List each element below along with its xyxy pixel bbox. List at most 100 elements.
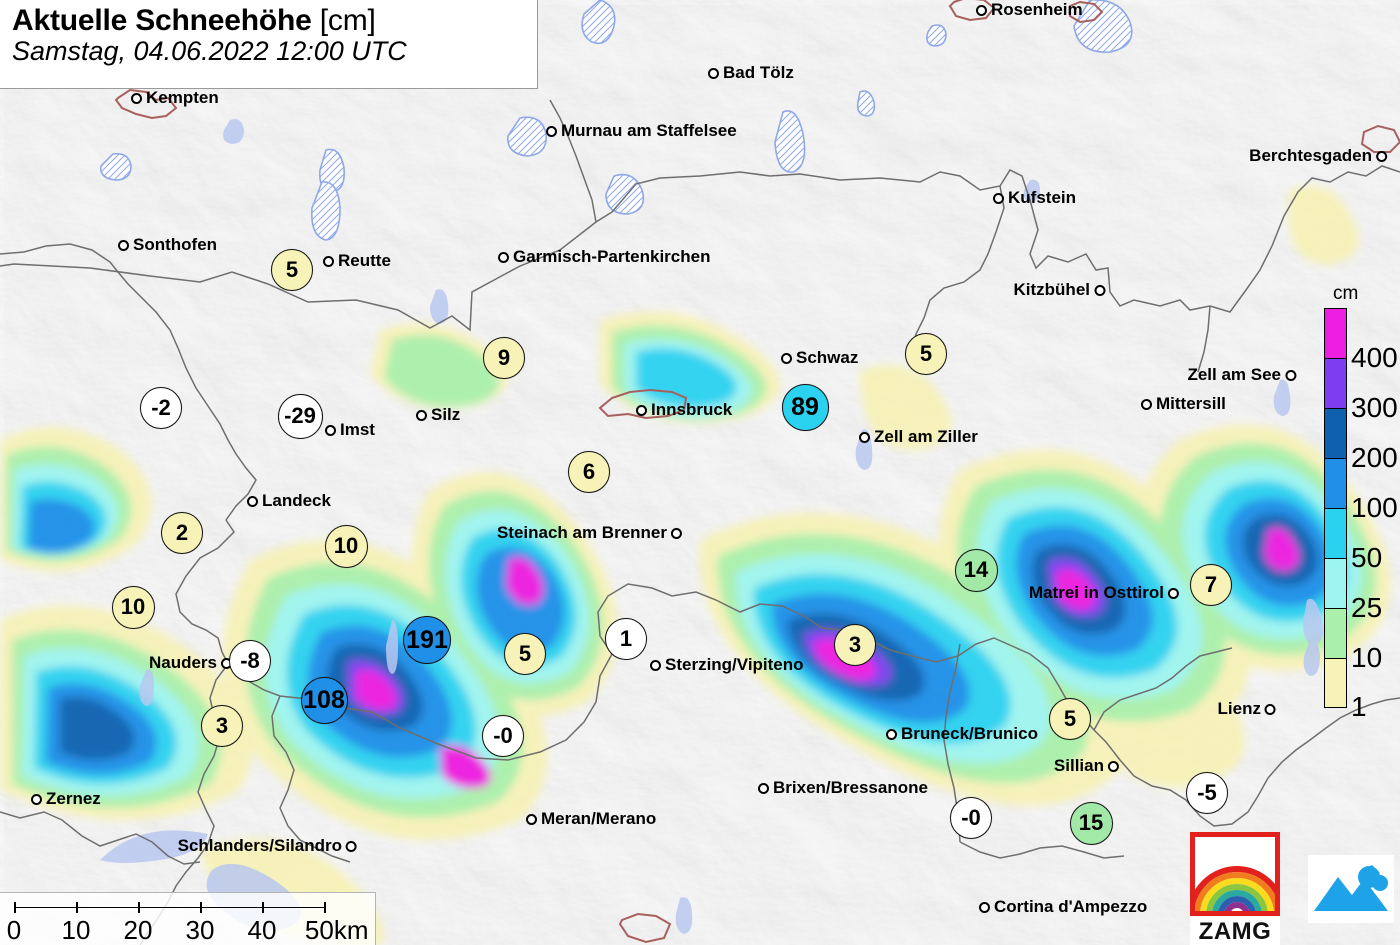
station-marker[interactable]: -29 (277, 393, 323, 439)
station-marker[interactable]: 5 (271, 249, 313, 291)
city-dot-icon (781, 352, 792, 364)
city-marker: Schwaz (781, 348, 858, 368)
city-label: Landeck (262, 491, 331, 510)
city-dot-icon (976, 4, 987, 16)
city-marker: Kitzbühel (1013, 280, 1105, 300)
station-marker[interactable]: -5 (1186, 772, 1228, 814)
station-marker[interactable]: 14 (954, 548, 998, 592)
station-marker[interactable]: 10 (324, 524, 368, 568)
city-dot-icon (118, 239, 129, 251)
city-dot-icon (31, 793, 42, 805)
city-label: Kempten (146, 88, 219, 107)
city-label: Zernez (46, 789, 101, 808)
city-label: Murnau am Staffelsee (561, 121, 737, 140)
city-label: Silz (431, 405, 461, 424)
city-label: Cortina d'Ampezzo (994, 897, 1148, 916)
city-dot-icon (1141, 398, 1152, 410)
city-label: Kitzbühel (1013, 280, 1091, 299)
title-unit: [cm] (319, 4, 376, 37)
city-label: Nauders (148, 653, 217, 672)
scale-bar: 0 10 20 30 40 50km (0, 892, 376, 945)
city-dot-icon (886, 728, 897, 740)
station-marker[interactable]: 2 (161, 512, 203, 554)
station-marker[interactable]: 1 (605, 618, 647, 660)
station-marker[interactable]: -8 (229, 640, 271, 682)
city-marker: Imst (325, 420, 375, 440)
station-marker[interactable]: 15 (1069, 801, 1113, 845)
city-dot-icon (708, 67, 719, 79)
city-marker: Reutte (323, 251, 391, 271)
city-marker: Rosenheim (976, 0, 1083, 20)
city-dot-icon (498, 251, 509, 263)
station-marker[interactable]: 191 (403, 616, 451, 664)
mountain-cloud-icon (1314, 865, 1388, 911)
city-label: Reutte (338, 251, 391, 270)
city-dot-icon (671, 527, 682, 539)
legend-label-100: 100 (1351, 492, 1398, 523)
station-marker[interactable]: 3 (201, 705, 243, 747)
city-dot-icon (636, 404, 647, 416)
city-label: Rosenheim (991, 0, 1083, 19)
city-label: Berchtesgaden (1249, 146, 1372, 165)
city-marker: Bruneck/Brunico (886, 724, 1038, 744)
legend-swatch-1: 1 (1324, 658, 1367, 721)
station-marker[interactable]: -2 (140, 387, 182, 429)
city-dot-icon (247, 495, 258, 507)
station-marker[interactable]: 5 (504, 633, 546, 675)
legend: cm 400 300 200 100 50 25 10 1 (1324, 283, 1398, 721)
city-label: Schwaz (796, 348, 859, 367)
city-marker: Garmisch-Partenkirchen (498, 247, 710, 267)
legend-label-400: 400 (1351, 342, 1398, 373)
station-marker[interactable]: 5 (905, 333, 947, 375)
city-label: Zell am See (1187, 365, 1281, 384)
scale-tick-10 (76, 902, 78, 913)
city-dot-icon (650, 659, 661, 671)
city-dot-icon (1108, 760, 1119, 772)
zamg-logo-frame (1190, 832, 1280, 916)
map-title-box: Aktuelle Schneehöhe [cm] Samstag, 04.06.… (0, 0, 538, 89)
city-label: Lienz (1217, 699, 1261, 718)
city-marker: Zell am Ziller (859, 427, 978, 447)
city-marker: Kempten (131, 88, 219, 108)
station-marker[interactable]: 6 (568, 451, 610, 493)
city-dot-icon (1376, 150, 1387, 162)
scale-number-50: 50km (304, 915, 369, 945)
legend-swatch-25: 25 (1324, 558, 1382, 622)
station-marker[interactable]: 7 (1190, 564, 1232, 606)
city-label: Sterzing/Vipiteno (665, 655, 804, 674)
city-label: Meran/Merano (541, 809, 657, 828)
legend-label-10: 10 (1351, 642, 1383, 673)
city-marker: Murnau am Staffelsee (546, 121, 737, 141)
city-marker: Sonthofen (118, 235, 217, 255)
city-dot-icon (993, 192, 1004, 204)
scale-number-0: 0 (6, 915, 22, 945)
scale-number-10: 10 (61, 915, 91, 945)
station-marker[interactable]: 108 (300, 676, 348, 724)
legend-colour-bar: 400 300 200 100 50 25 10 1 (1324, 308, 1398, 721)
scale-number-20: 20 (123, 915, 153, 945)
city-dot-icon (758, 782, 769, 794)
city-dot-icon (526, 813, 537, 825)
station-marker[interactable]: -0 (482, 715, 524, 757)
city-marker: Schlanders/Silandro (178, 836, 357, 856)
station-marker[interactable]: 9 (483, 337, 525, 379)
legend-label-1: 1 (1351, 691, 1367, 722)
scale-number-40: 40 (247, 915, 277, 945)
scale-tick-50 (324, 902, 326, 913)
legend-swatch-50: 50 (1324, 508, 1382, 572)
scale-bar-line (14, 907, 324, 908)
station-marker[interactable]: 5 (1049, 698, 1091, 740)
city-marker: Matrei in Osttirol (1029, 583, 1179, 603)
city-label: Sonthofen (133, 235, 218, 254)
city-label: Imst (340, 420, 375, 439)
station-marker[interactable]: -0 (950, 797, 992, 839)
station-marker[interactable]: 10 (111, 585, 155, 629)
station-marker[interactable]: 3 (834, 624, 876, 666)
title-main-text: Aktuelle Schneehöhe (12, 4, 312, 37)
city-dot-icon (979, 901, 990, 913)
city-dot-icon (131, 92, 142, 104)
station-marker[interactable]: 89 (781, 383, 829, 431)
city-label: Kufstein (1008, 188, 1076, 207)
zamg-logo: ZAMG (1190, 832, 1280, 945)
rainbow-icon (1195, 866, 1275, 911)
